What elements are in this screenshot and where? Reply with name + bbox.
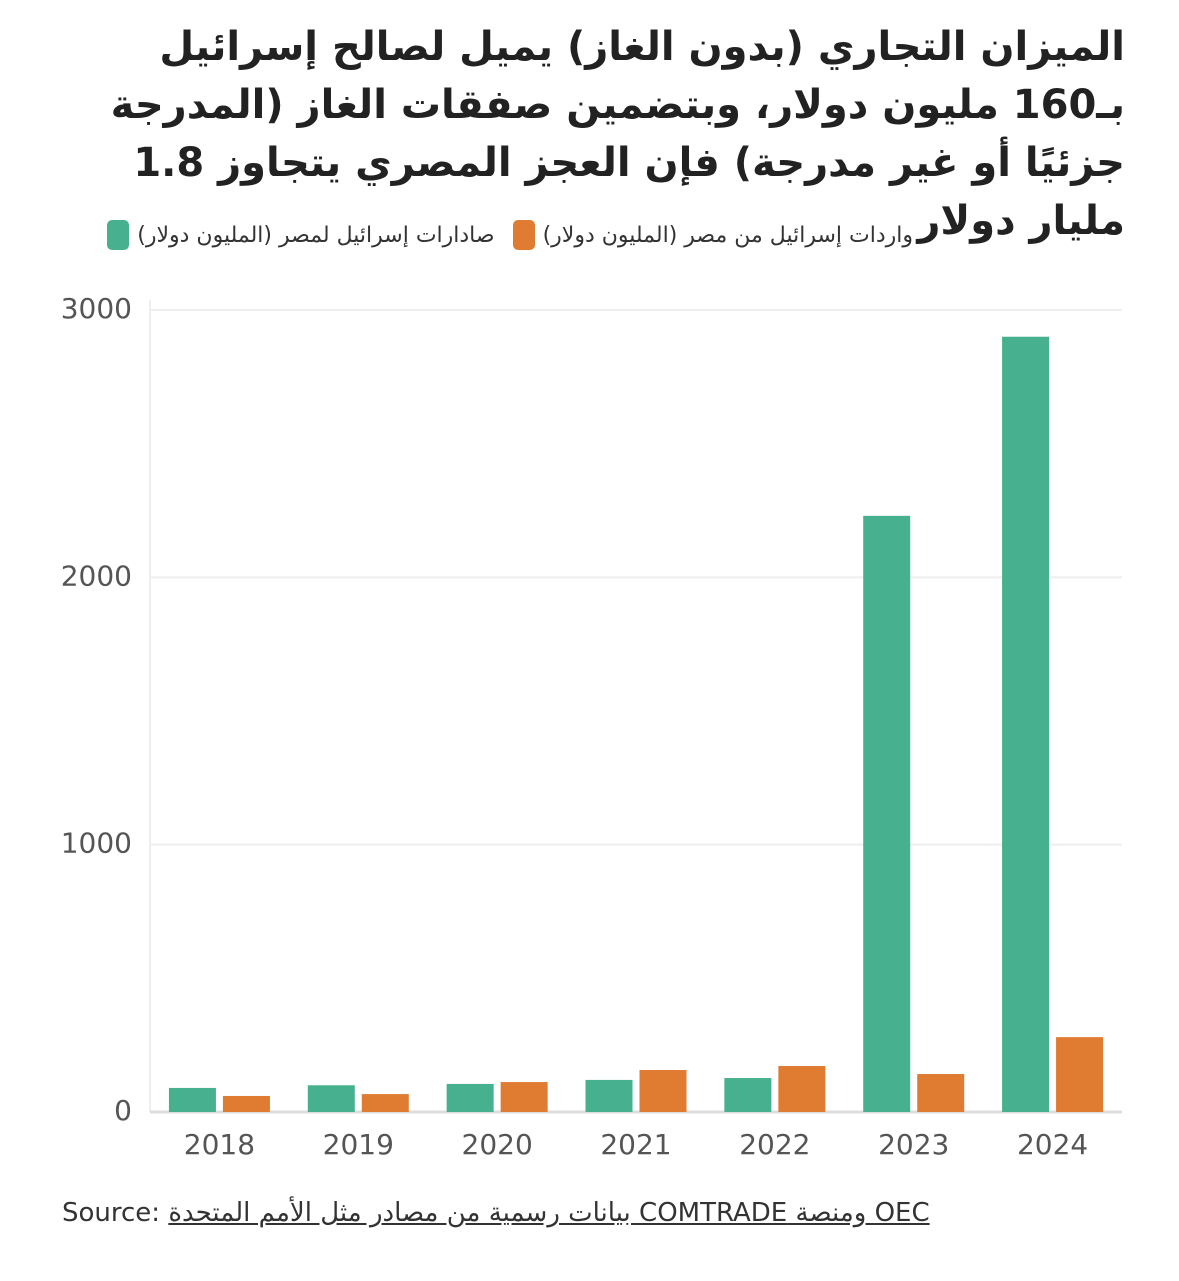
bar xyxy=(222,1095,270,1112)
bar xyxy=(307,1085,355,1112)
legend-label: صادارات إسرائيل لمصر (المليون دولار) xyxy=(137,222,495,248)
x-tick-label: 2024 xyxy=(1017,1128,1088,1161)
x-tick-label: 2020 xyxy=(462,1128,533,1161)
legend-label: واردات إسرائيل من مصر (المليون دولار) xyxy=(542,222,913,248)
legend-item: واردات إسرائيل من مصر (المليون دولار) xyxy=(512,220,913,250)
source-text: OEC ومنصة COMTRADE بيانات رسمية من مصادر… xyxy=(168,1198,930,1228)
x-tick-label: 2023 xyxy=(878,1128,949,1161)
y-tick-label: 0 xyxy=(114,1094,132,1127)
x-tick-label: 2018 xyxy=(184,1128,255,1161)
bar xyxy=(917,1074,965,1112)
x-tick-label: 2019 xyxy=(323,1128,394,1161)
chart-title: الميزان التجاري (بدون الغاز) يميل لصالح … xyxy=(110,24,1125,244)
bar xyxy=(168,1087,216,1112)
source-label: Source: xyxy=(62,1198,161,1228)
bar xyxy=(724,1078,772,1112)
legend-swatch xyxy=(107,220,130,250)
bar xyxy=(639,1070,687,1112)
bar xyxy=(446,1083,494,1112)
y-tick-label: 1000 xyxy=(61,827,132,860)
y-tick-label: 2000 xyxy=(61,559,132,592)
bar xyxy=(585,1079,633,1112)
bar xyxy=(1056,1037,1104,1112)
x-tick-label: 2021 xyxy=(600,1128,671,1161)
bar xyxy=(1002,336,1050,1112)
bar xyxy=(863,515,911,1112)
bar xyxy=(361,1094,409,1112)
x-tick-label: 2022 xyxy=(739,1128,810,1161)
legend-swatch xyxy=(512,220,535,250)
bar xyxy=(500,1082,548,1112)
bar xyxy=(778,1066,826,1112)
source: Source: OEC ومنصة COMTRADE بيانات رسمية … xyxy=(62,1198,930,1228)
legend: واردات إسرائيل من مصر (المليون دولار) صاد… xyxy=(107,220,913,250)
y-tick-label: 3000 xyxy=(61,292,132,325)
legend-item: صادارات إسرائيل لمصر (المليون دولار) xyxy=(107,220,495,250)
